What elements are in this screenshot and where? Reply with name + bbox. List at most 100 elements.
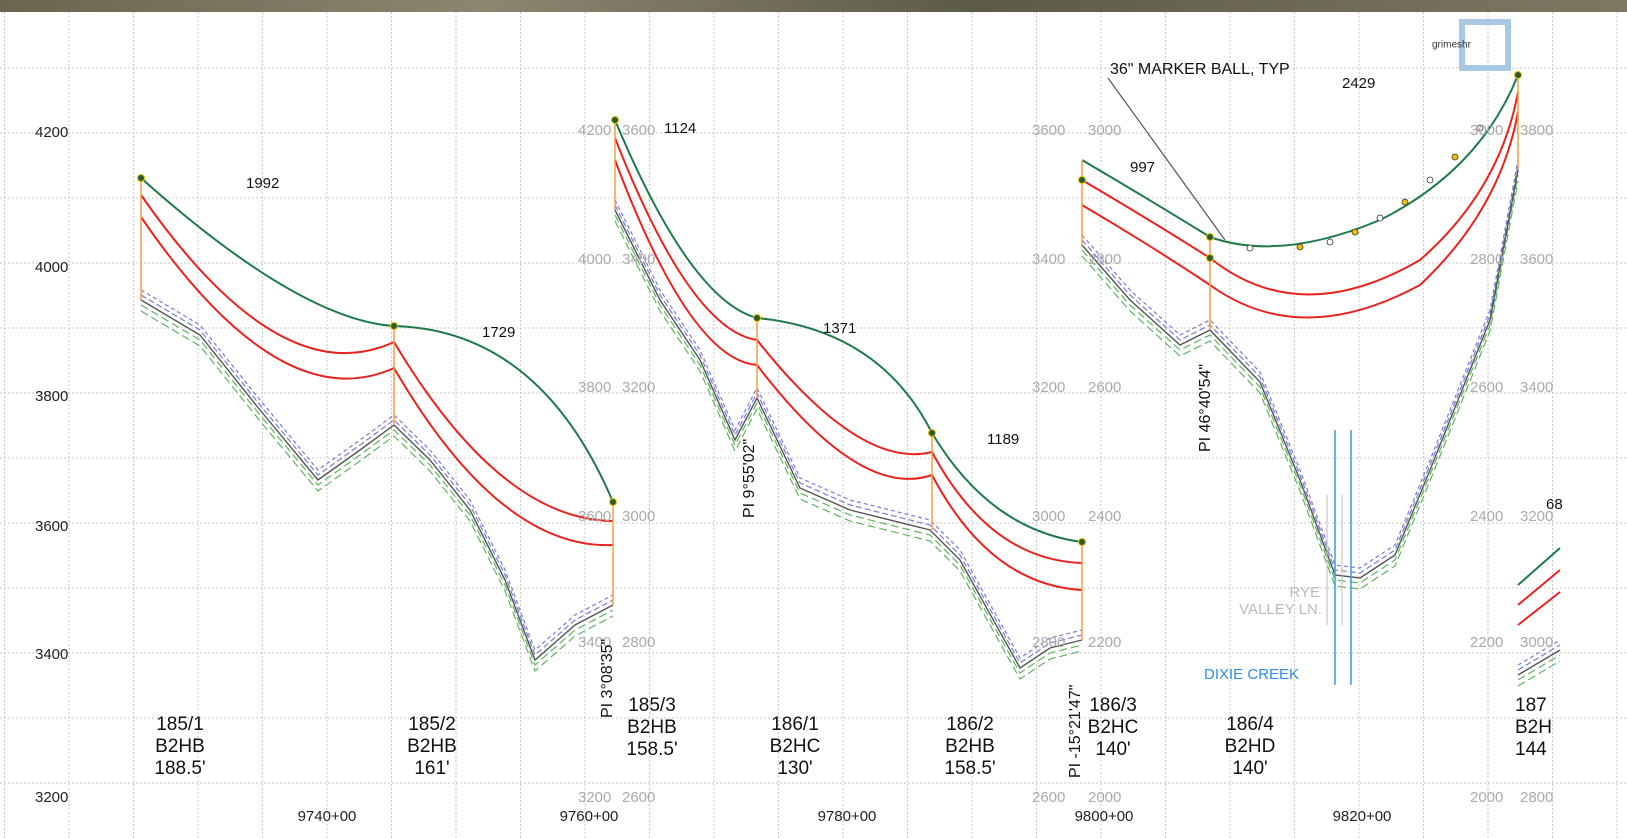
conductor xyxy=(140,216,614,547)
labels: 4200 4000 3800 3600 3400 3200 9740+00 9760+00 97… xyxy=(35,75,1563,825)
secondary-axis-label: 3600 xyxy=(1520,251,1553,268)
ground-offset xyxy=(1517,660,1561,687)
ground-offset xyxy=(1081,159,1519,569)
secondary-axis-label: 3400 xyxy=(1520,379,1553,396)
structure-label: 158.5' xyxy=(626,739,677,760)
ground-profile xyxy=(140,159,1561,687)
structure-label: 144 xyxy=(1515,739,1547,760)
structure-label: 161' xyxy=(414,758,449,779)
structure-label: 140' xyxy=(1095,739,1130,760)
y-axis-label: 3400 xyxy=(35,646,68,663)
ground-offset xyxy=(1081,174,1519,584)
ground-offset xyxy=(140,310,614,673)
secondary-axis-label: 3400 xyxy=(578,634,611,651)
secondary-axis-label: 2600 xyxy=(1032,789,1065,806)
secondary-axis-label: 2400 xyxy=(1088,508,1121,525)
span-length: 2429 xyxy=(1342,75,1375,92)
conductor xyxy=(1517,547,1561,586)
span-length: 997 xyxy=(1130,159,1155,176)
secondary-axis-label: 2000 xyxy=(1470,789,1503,806)
marker-ball xyxy=(1351,228,1359,236)
ground-offset xyxy=(140,289,614,652)
secondary-axis-label: 3000 xyxy=(622,508,655,525)
ground-offset xyxy=(1081,164,1519,574)
structure-label: 188.5' xyxy=(154,758,205,779)
secondary-axis-label: 3600 xyxy=(1032,122,1065,139)
secondary-axis-label: 3800 xyxy=(578,379,611,396)
marker-ball xyxy=(1326,238,1334,246)
ground-offset xyxy=(614,214,1083,674)
structure-label: B2HB xyxy=(627,717,677,738)
y-axis-label: 3600 xyxy=(35,518,68,535)
attachment xyxy=(1514,71,1522,79)
ground-line xyxy=(1081,169,1519,579)
structure-label: 186/1 xyxy=(771,714,819,735)
secondary-axis-label: 3200 xyxy=(1520,508,1553,525)
grid xyxy=(0,12,1627,838)
y-axis-label: 3200 xyxy=(35,789,68,806)
structure-label: B2HC xyxy=(1088,717,1139,738)
structure-label: 185/1 xyxy=(156,714,204,735)
span-length: 1371 xyxy=(823,320,856,337)
secondary-axis-label: 2800 xyxy=(1032,634,1065,651)
structure-label: B2H xyxy=(1515,717,1552,738)
imagery-strip xyxy=(0,0,1627,12)
structure-label: B2HB xyxy=(945,736,995,757)
conductor xyxy=(1517,591,1561,626)
structure-label: 185/2 xyxy=(408,714,456,735)
x-axis-label: 9800+00 xyxy=(1075,808,1134,825)
structure-label: 140' xyxy=(1232,758,1267,779)
marker-ball xyxy=(1376,214,1384,222)
secondary-axis-label: 3000 xyxy=(1470,122,1503,139)
secondary-axis-label: 3200 xyxy=(1032,379,1065,396)
secondary-axis-label: 2800 xyxy=(622,634,655,651)
attachment xyxy=(390,322,398,330)
span-length: 1729 xyxy=(482,324,515,341)
ground-offset xyxy=(1517,654,1561,681)
attachment xyxy=(753,314,761,322)
ground-offset xyxy=(140,294,614,657)
secondary-axis-label: 3400 xyxy=(1032,251,1065,268)
conductor xyxy=(1081,91,1519,296)
span-length: 68 xyxy=(1546,496,1563,513)
callout: 36" MARKER BALL, TYP xyxy=(1110,61,1290,78)
secondary-axis-label: 4000 xyxy=(578,251,611,268)
ground-offset xyxy=(140,304,614,667)
marker-ball xyxy=(1401,198,1409,206)
marker-ball xyxy=(1451,153,1459,161)
y-axis-label: 4000 xyxy=(35,259,68,276)
secondary-axis-label: 2800 xyxy=(1470,251,1503,268)
attachment xyxy=(137,174,145,182)
secondary-axis-label: 3200 xyxy=(578,789,611,806)
ground-line xyxy=(1517,649,1561,676)
conductor xyxy=(1081,111,1519,319)
conductors xyxy=(137,71,1561,640)
attachment xyxy=(609,498,617,506)
structure-label: 130' xyxy=(777,758,812,779)
secondary-axis-label: 2600 xyxy=(1470,379,1503,396)
conductor xyxy=(614,119,1083,543)
attachment xyxy=(928,429,936,437)
structure-label: 186/3 xyxy=(1089,695,1137,716)
conductor xyxy=(140,194,614,522)
road-label: VALLEY LN. xyxy=(1239,601,1322,618)
x-axis-label: 9780+00 xyxy=(818,808,877,825)
secondary-axis-label: 2600 xyxy=(622,789,655,806)
conductor xyxy=(614,137,1083,564)
structure-label: B2HB xyxy=(155,736,205,757)
structure-label: 158.5' xyxy=(944,758,995,779)
secondary-axis-label: 3000 xyxy=(1520,634,1553,651)
pi-label: PI 9°55'02" xyxy=(741,439,758,518)
span-length: 1189 xyxy=(987,431,1019,448)
structure-label: B2HB xyxy=(407,736,457,757)
attachment xyxy=(1206,254,1214,262)
ground-offset xyxy=(1517,639,1561,666)
ground-line xyxy=(140,299,614,662)
secondary-axis-label: 3200 xyxy=(622,379,655,396)
pi-label: PI -15°21'47" xyxy=(1067,685,1084,778)
x-axis-label: 9820+00 xyxy=(1333,808,1392,825)
ground-offset xyxy=(1517,644,1561,671)
x-axis-label: 9740+00 xyxy=(298,808,357,825)
secondary-axis-label: 4200 xyxy=(578,122,611,139)
